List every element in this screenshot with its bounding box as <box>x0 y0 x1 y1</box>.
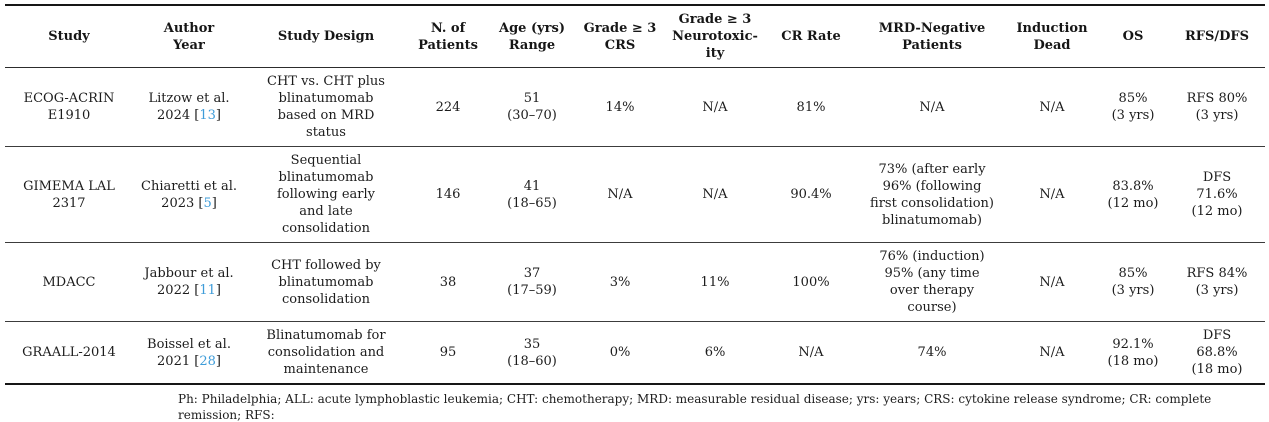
author-name: Chiaretti et al. <box>141 178 237 194</box>
cell-rfs-dfs: RFS 80% (3 yrs) <box>1186 91 1248 123</box>
cell-grade3-neurotoxicity: 11% <box>700 274 730 290</box>
col-header-grade3-crs: Grade ≥ 3 CRS <box>583 20 657 53</box>
col-header-mrd-negative: MRD-Negative Patients <box>878 20 986 53</box>
cell-induction-dead: N/A <box>1039 274 1065 290</box>
cell-induction-dead: N/A <box>1039 187 1065 202</box>
cell-mrd-negative: 74% <box>917 345 947 360</box>
citation-link[interactable]: 28 <box>199 353 216 369</box>
col-header-study: Study <box>48 29 90 44</box>
cell-study-design: Sequential blinatumomab following early … <box>276 153 376 236</box>
author-year: 2024 [13] <box>135 107 243 124</box>
citation-bracket: ] <box>215 108 221 123</box>
cell-grade3-crs: 0% <box>609 345 631 360</box>
cell-author-year: Litzow et al. 2024 [13] <box>133 68 245 147</box>
cell-cr-rate: 81% <box>796 99 826 115</box>
cell-mrd-negative: 76% (induction) 95% (any time over thera… <box>879 249 985 315</box>
cell-cr-rate: 100% <box>792 274 830 290</box>
table-footnote: Ph: Philadelphia; ALL: acute lymphoblast… <box>178 392 1212 422</box>
col-header-n-patients: N. of Patients <box>418 20 478 53</box>
cell-grade3-neurotoxicity: N/A <box>702 187 728 202</box>
author-name: Litzow et al. <box>148 91 230 106</box>
cell-grade3-neurotoxicity: 6% <box>704 345 726 360</box>
cell-study-design: CHT followed by blinatumomab consolidati… <box>271 257 381 307</box>
cell-rfs-dfs: DFS 71.6% (12 mo) <box>1191 170 1243 219</box>
cell-cr-rate: 90.4% <box>790 187 832 202</box>
clinical-trials-table: Study Author Year Study Design N. of Pat… <box>5 4 1265 385</box>
cell-n-patients: 95 <box>439 345 457 360</box>
author-year-text: 2022 [ <box>157 283 200 298</box>
author-year: 2023 [5] <box>135 195 243 212</box>
cell-mrd-negative: N/A <box>919 99 945 115</box>
col-header-age-range: Age (yrs) Range <box>499 20 565 53</box>
table-row: MDACC Jabbour et al. 2022 [11] CHT follo… <box>5 243 1265 322</box>
col-header-cr-rate: CR Rate <box>781 29 841 44</box>
cell-age-range: 37 (17–59) <box>507 266 557 298</box>
cell-induction-dead: N/A <box>1039 99 1065 115</box>
cell-study: GIMEMA LAL 2317 <box>23 178 115 211</box>
citation-bracket: ] <box>215 283 221 298</box>
cell-study: ECOG-ACRIN E1910 <box>23 91 115 123</box>
cell-author-year: Jabbour et al. 2022 [11] <box>133 243 245 322</box>
cell-grade3-neurotoxicity: N/A <box>702 99 728 115</box>
cell-study-design: Blinatumomab for consolidation and maint… <box>266 328 386 377</box>
cell-author-year: Boissel et al. 2021 [28] <box>133 322 245 385</box>
cell-grade3-crs: 14% <box>605 99 635 115</box>
author-name: Boissel et al. <box>147 336 231 352</box>
cell-age-range: 35 (18–60) <box>507 336 557 369</box>
cell-os: 85% (3 yrs) <box>1111 266 1155 298</box>
cell-grade3-crs: N/A <box>607 187 633 202</box>
table-row: GIMEMA LAL 2317 Chiaretti et al. 2023 [5… <box>5 147 1265 243</box>
col-header-study-design: Study Design <box>277 29 375 44</box>
cell-rfs-dfs: RFS 84% (3 yrs) <box>1186 266 1248 298</box>
cell-author-year: Chiaretti et al. 2023 [5] <box>133 147 245 243</box>
cell-os: 83.8% (12 mo) <box>1107 178 1159 211</box>
col-header-rfs-dfs: RFS/DFS <box>1184 29 1250 44</box>
author-year: 2021 [28] <box>135 353 243 370</box>
cell-rfs-dfs: DFS 68.8% (18 mo) <box>1191 328 1243 377</box>
cell-n-patients: 146 <box>435 187 461 202</box>
citation-bracket: ] <box>211 195 217 211</box>
cell-os: 85% (3 yrs) <box>1111 91 1155 123</box>
col-header-author-year: Author Year <box>163 20 215 53</box>
table-row: ECOG-ACRIN E1910 Litzow et al. 2024 [13]… <box>5 68 1265 147</box>
header-row: Study Author Year Study Design N. of Pat… <box>5 5 1265 68</box>
cell-n-patients: 224 <box>435 99 461 115</box>
cell-cr-rate: N/A <box>798 345 824 360</box>
col-header-induction-dead: Induction Dead <box>1016 20 1088 53</box>
author-name: Jabbour et al. <box>144 266 234 281</box>
cell-induction-dead: N/A <box>1039 345 1065 360</box>
author-year-text: 2023 [ <box>161 195 204 211</box>
col-header-grade3-neurotoxicity: Grade ≥ 3 Neurotoxic- ity <box>672 12 758 61</box>
cell-age-range: 51 (30–70) <box>507 91 557 123</box>
author-year: 2022 [11] <box>135 282 243 299</box>
cell-os: 92.1% (18 mo) <box>1107 336 1159 369</box>
citation-link[interactable]: 5 <box>203 195 212 211</box>
citation-link[interactable]: 13 <box>199 108 216 123</box>
cell-study: GRAALL-2014 <box>22 345 116 360</box>
cell-study-design: CHT vs. CHT plus blinatumomab based on M… <box>267 74 385 140</box>
author-year-text: 2024 [ <box>157 108 200 123</box>
cell-grade3-crs: 3% <box>609 274 631 290</box>
cell-n-patients: 38 <box>439 274 457 290</box>
cell-age-range: 41 (18–65) <box>507 178 557 211</box>
author-year-text: 2021 [ <box>157 353 200 369</box>
col-header-os: OS <box>1122 29 1144 44</box>
table-row: GRAALL-2014 Boissel et al. 2021 [28] Bli… <box>5 322 1265 385</box>
cell-study: MDACC <box>42 274 96 290</box>
citation-link[interactable]: 11 <box>199 283 216 298</box>
cell-mrd-negative: 73% (after early 96% (following first co… <box>870 161 994 228</box>
citation-bracket: ] <box>215 353 221 369</box>
